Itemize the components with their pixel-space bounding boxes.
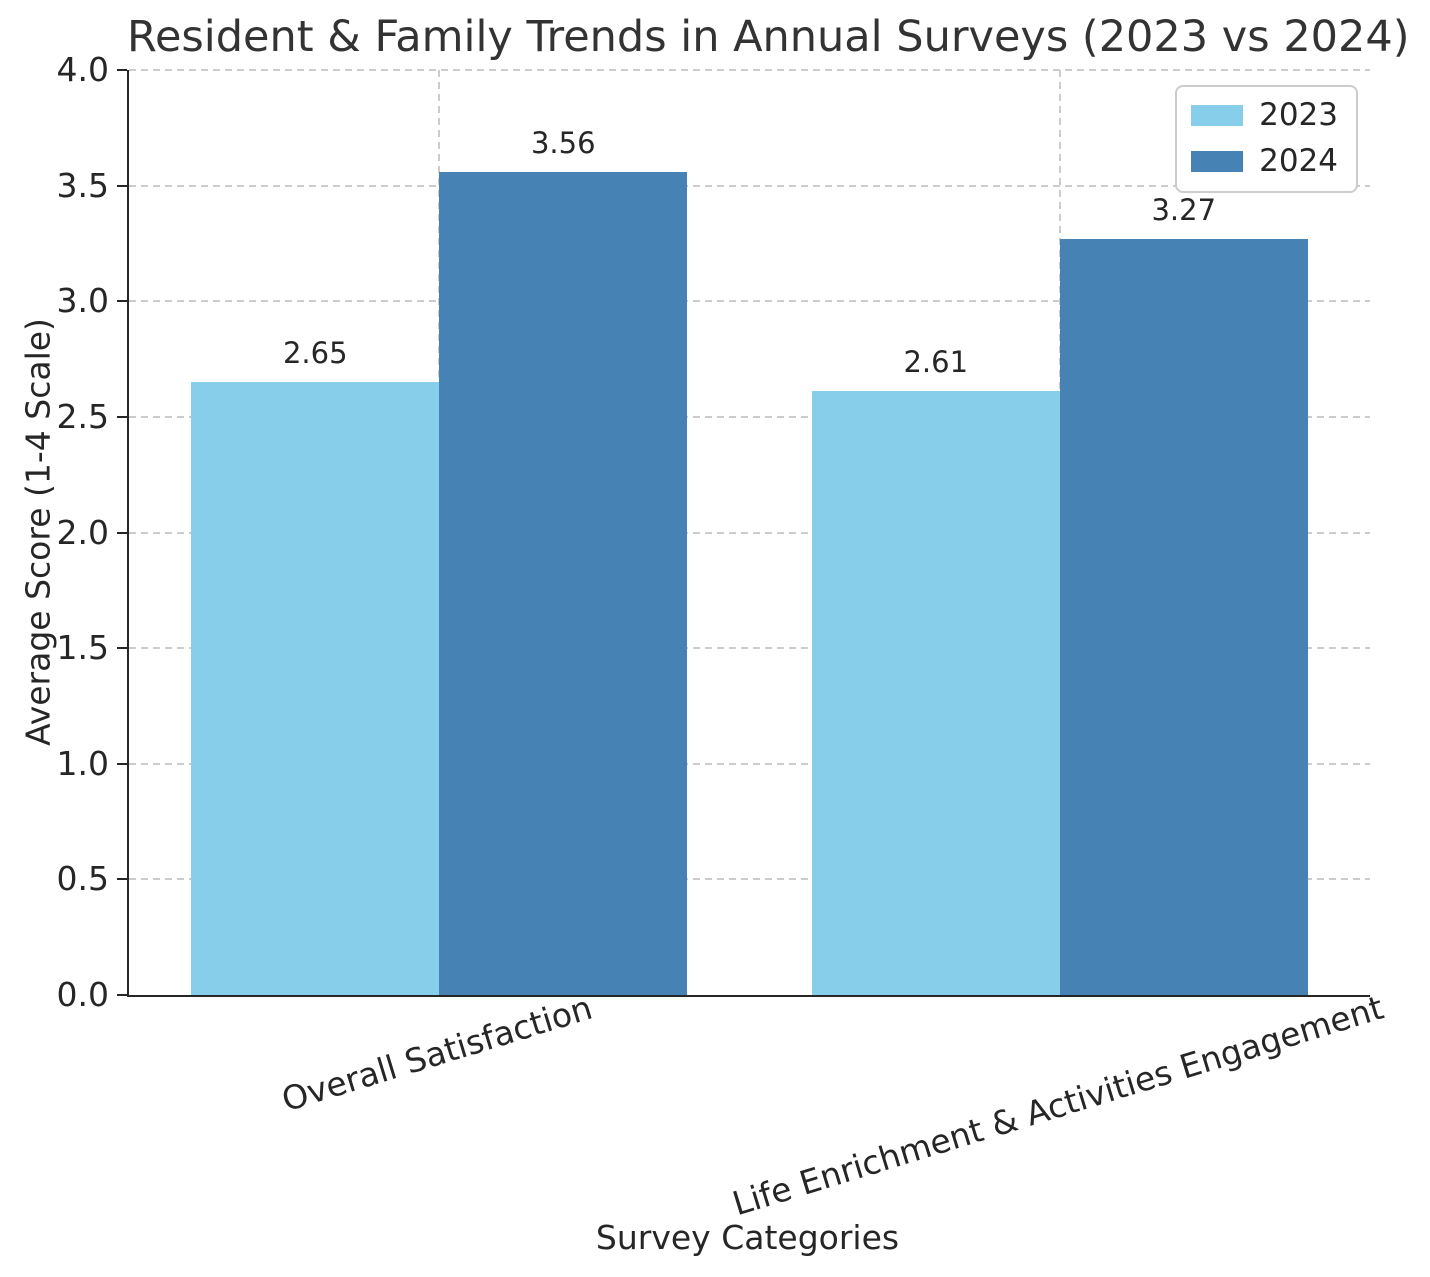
y-tick-label-2.5: 2.5 — [56, 396, 109, 436]
gridline-horizontal-1.5 — [129, 647, 1370, 650]
gridline-horizontal-2.5 — [129, 415, 1370, 418]
bar-2023-category-2 — [811, 391, 1060, 995]
y-tick-label-3.5: 3.5 — [56, 165, 109, 205]
legend-swatch-2024 — [1191, 150, 1244, 172]
bar-2024-category-2 — [1059, 238, 1308, 995]
legend-item-2024: 2024 — [1191, 143, 1338, 179]
y-tick-mark-4.0 — [117, 69, 127, 71]
y-tick-mark-1.0 — [117, 762, 127, 765]
y-tick-mark-3.5 — [117, 184, 127, 187]
y-tick-mark-0.0 — [117, 994, 127, 996]
y-tick-label-3.0: 3.0 — [56, 281, 109, 321]
bar-2023-category-1 — [191, 382, 440, 995]
legend: 2023 2024 — [1175, 85, 1358, 193]
gridline-horizontal-2.0 — [129, 531, 1370, 534]
bar-value-label-2024-category-1: 3.56 — [530, 125, 596, 160]
legend-label-2024: 2024 — [1259, 143, 1338, 179]
bar-value-label-2023-category-2: 2.61 — [903, 345, 969, 380]
y-tick-label-1.0: 1.0 — [56, 743, 109, 783]
x-category-label-2: Life Enrichment & Activities Engagement — [727, 987, 1388, 1224]
y-tick-mark-3.0 — [117, 300, 127, 303]
y-tick-mark-0.5 — [117, 878, 127, 881]
bar-2024-category-1 — [439, 171, 688, 995]
y-tick-label-4.0: 4.0 — [56, 50, 109, 89]
y-tick-label-0.5: 0.5 — [56, 859, 109, 899]
legend-label-2023: 2023 — [1259, 97, 1338, 133]
y-tick-mark-1.5 — [117, 647, 127, 650]
plot-area: 2.65 2.61 3.56 3.27 2023 2024 — [127, 69, 1370, 997]
x-axis-label: Survey Categories — [595, 1218, 900, 1257]
gridline-horizontal-1.0 — [129, 762, 1370, 765]
bar-value-label-2024-category-2: 3.27 — [1151, 192, 1217, 227]
bar-value-label-2023-category-1: 2.65 — [282, 336, 348, 371]
y-tick-mark-2.5 — [117, 415, 127, 418]
y-tick-mark-2.0 — [117, 531, 127, 534]
gridline-horizontal-0.5 — [129, 878, 1370, 881]
gridline-horizontal-4.0 — [129, 69, 1370, 71]
x-category-label-1: Overall Satisfaction — [277, 987, 597, 1120]
gridline-horizontal-3.5 — [129, 184, 1370, 187]
legend-swatch-2023 — [1191, 104, 1244, 126]
legend-item-2023: 2023 — [1191, 97, 1338, 133]
chart-title: Resident & Family Trends in Annual Surve… — [127, 12, 1410, 62]
y-tick-label-0.0: 0.0 — [56, 975, 109, 1014]
gridline-horizontal-3.0 — [129, 300, 1370, 303]
y-tick-label-1.5: 1.5 — [56, 628, 109, 668]
y-tick-label-2.0: 2.0 — [56, 512, 109, 552]
